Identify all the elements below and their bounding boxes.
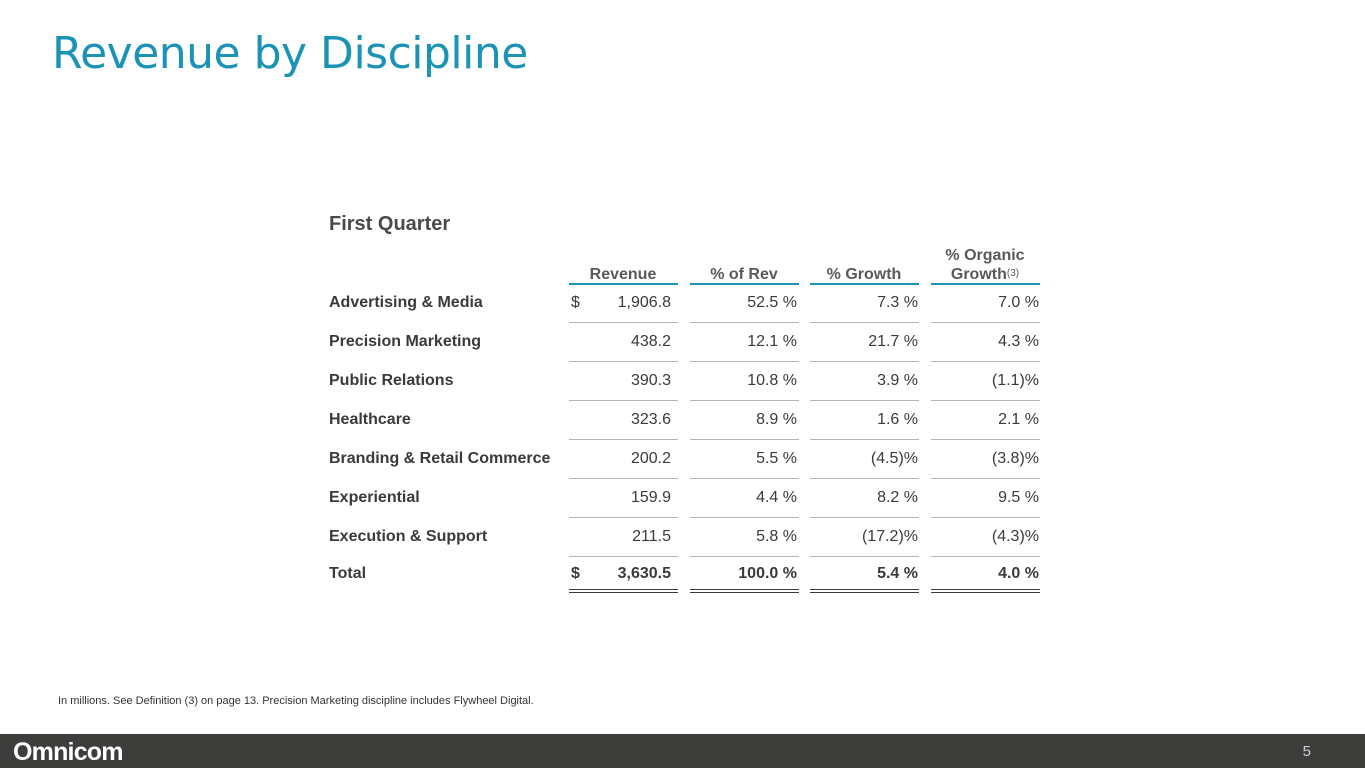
cell-organic-growth: 2.1 %	[998, 411, 1039, 428]
footnote-reference: (3)	[1006, 268, 1020, 279]
header-underline	[690, 283, 799, 285]
cell-revenue: 211.5	[632, 528, 671, 545]
row-separator	[810, 556, 919, 557]
header-underline	[569, 283, 678, 285]
row-separator	[810, 439, 919, 440]
row-separator	[810, 361, 919, 362]
cell-revenue: 390.3	[630, 372, 671, 389]
cell-pct-rev: 100.0 %	[738, 565, 797, 582]
cell-organic-growth: (3.8)%	[991, 450, 1039, 467]
cell-growth: (17.2)%	[861, 528, 918, 545]
row-separator	[569, 439, 678, 440]
cell-growth: (4.5)%	[870, 450, 918, 467]
cell-pct-rev: 4.4 %	[756, 489, 797, 506]
row-separator	[569, 556, 678, 557]
total-double-rule	[810, 589, 919, 593]
column-header-organic-growth: % Organic Growth(3)	[945, 247, 1025, 283]
row-separator	[690, 556, 799, 557]
page-title: Revenue by Discipline	[52, 28, 528, 79]
cell-organic-growth: (4.3)%	[991, 528, 1039, 545]
row-separator	[690, 478, 799, 479]
cell-growth: 7.3 %	[877, 294, 918, 311]
currency-symbol: $	[571, 294, 580, 311]
row-separator	[931, 556, 1040, 557]
row-label: Execution & Support	[329, 528, 488, 545]
cell-growth: 1.6 %	[877, 411, 918, 428]
cell-growth: 21.7 %	[868, 333, 918, 350]
section-title: First Quarter	[329, 213, 451, 235]
cell-growth: 3.9 %	[877, 372, 918, 389]
page-number: 5	[1302, 743, 1311, 760]
cell-organic-growth: 4.0 %	[998, 565, 1039, 582]
column-header-pct-rev: % of Rev	[710, 266, 778, 283]
column-header-revenue: Revenue	[589, 266, 657, 283]
cell-revenue: 200.2	[630, 450, 671, 467]
column-header-growth: % Growth	[826, 266, 902, 283]
cell-organic-growth: 7.0 %	[998, 294, 1039, 311]
cell-revenue: 159.9	[630, 489, 671, 506]
row-separator	[569, 361, 678, 362]
row-separator	[931, 478, 1040, 479]
cell-pct-rev: 8.9 %	[756, 411, 797, 428]
row-separator	[690, 322, 799, 323]
row-label: Total	[329, 565, 367, 582]
header-underline	[810, 283, 919, 285]
header-underline	[931, 283, 1040, 285]
cell-growth: 8.2 %	[877, 489, 918, 506]
row-separator	[810, 322, 919, 323]
row-separator	[569, 517, 678, 518]
cell-revenue: 1,906.8	[617, 294, 671, 311]
row-separator	[569, 400, 678, 401]
cell-pct-rev: 5.8 %	[756, 528, 797, 545]
row-separator	[931, 517, 1040, 518]
row-separator	[690, 439, 799, 440]
cell-pct-rev: 12.1 %	[747, 333, 797, 350]
total-double-rule	[931, 589, 1040, 593]
row-separator	[569, 322, 678, 323]
cell-organic-growth: 4.3 %	[998, 333, 1039, 350]
row-label: Public Relations	[329, 372, 454, 389]
currency-symbol: $	[571, 565, 580, 582]
row-label: Precision Marketing	[329, 333, 482, 350]
cell-growth: 5.4 %	[877, 565, 918, 582]
total-double-rule	[569, 589, 678, 593]
row-separator	[690, 400, 799, 401]
footer-bar: Omnicom 5	[0, 734, 1365, 768]
row-label: Healthcare	[329, 411, 411, 428]
cell-pct-rev: 52.5 %	[747, 294, 797, 311]
row-separator	[810, 400, 919, 401]
row-separator	[931, 322, 1040, 323]
cell-organic-growth: 9.5 %	[998, 489, 1039, 506]
cell-revenue: 438.2	[630, 333, 671, 350]
row-label: Experiential	[329, 489, 420, 506]
company-logo: Omnicom	[13, 738, 124, 766]
row-separator	[690, 361, 799, 362]
cell-pct-rev: 5.5 %	[756, 450, 797, 467]
total-double-rule	[690, 589, 799, 593]
footnote: In millions. See Definition (3) on page …	[58, 695, 534, 707]
row-separator	[810, 517, 919, 518]
cell-revenue: 3,630.5	[617, 565, 671, 582]
cell-pct-rev: 10.8 %	[747, 372, 797, 389]
cell-organic-growth: (1.1)%	[991, 372, 1039, 389]
row-separator	[931, 400, 1040, 401]
row-label: Branding & Retail Commerce	[329, 450, 551, 467]
row-separator	[931, 361, 1040, 362]
row-separator	[690, 517, 799, 518]
cell-revenue: 323.6	[630, 411, 671, 428]
row-separator	[931, 439, 1040, 440]
row-separator	[569, 478, 678, 479]
row-label: Advertising & Media	[329, 294, 483, 311]
row-separator	[810, 478, 919, 479]
